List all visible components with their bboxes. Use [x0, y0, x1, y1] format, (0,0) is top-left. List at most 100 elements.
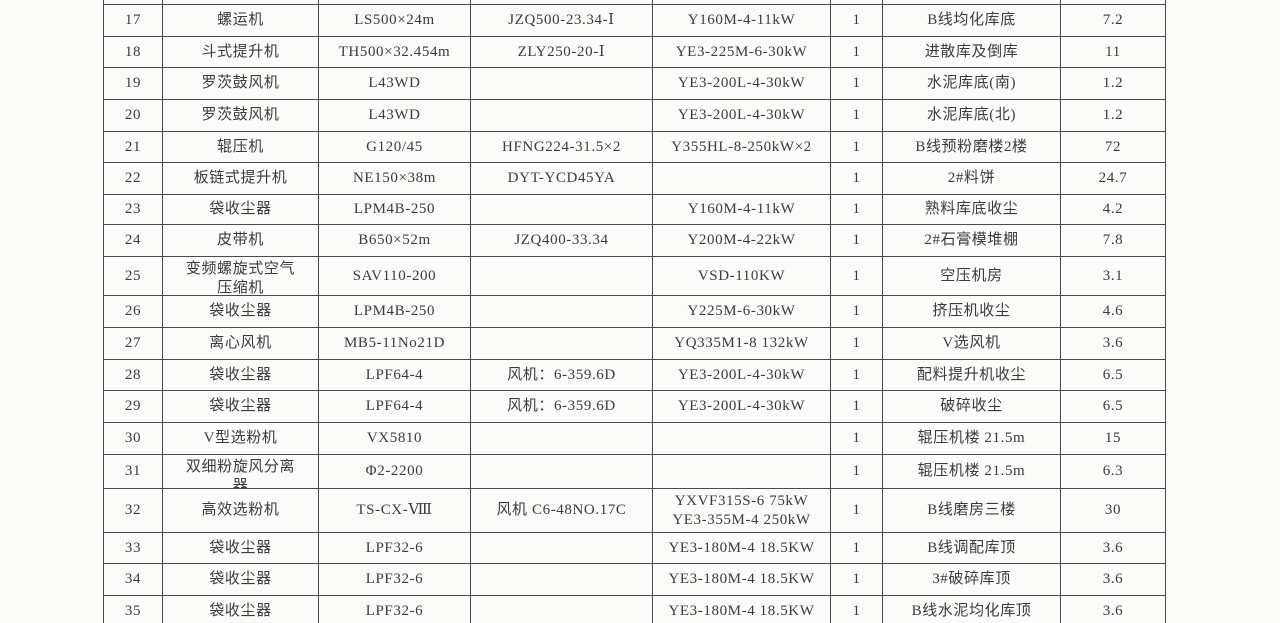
cell-motor: YQ335M1-8 132kW: [652, 327, 831, 360]
cell-text: Y355HL-8-250kW×2: [671, 138, 812, 155]
cell-qty: 1: [830, 327, 883, 360]
cell-location: 熟料库底收尘: [882, 194, 1061, 225]
cell-text: 空压机房: [940, 267, 1003, 284]
cell-name: 袋收尘器: [162, 390, 319, 423]
cell-reducer: HFNG224-31.5×2: [470, 131, 653, 163]
cell-power: 1.2: [1060, 67, 1166, 100]
table-row: 23 袋收尘器 LPM4B-250 Y160M-4-11kW 1 熟料库底收尘 4.2: [103, 194, 1166, 225]
cell-seq: 31: [103, 454, 163, 489]
table-row: 22 板链式提升机 NE150×38m DYT-YCD45YA 1 2#料饼 24.7: [103, 162, 1166, 195]
cell-text: Y160M-4-11kW: [687, 201, 796, 217]
cell-text: 袋收尘器: [209, 539, 272, 556]
cell-name: 袋收尘器: [162, 295, 319, 328]
cell-model: TH500×32.454m: [318, 36, 471, 68]
cell-reducer: JZQ500-23.34-Ⅰ: [470, 4, 653, 37]
cell-reducer: 风机：6-359.6D: [470, 359, 653, 391]
cell-text: 1.2: [1102, 107, 1124, 123]
cell-text: V选风机: [942, 335, 1001, 351]
table-row: 24 皮带机 B650×52m JZQ400-33.34 Y200M-4-22kW 1 2#…: [103, 224, 1166, 257]
cell-text: B线预粉磨楼2楼: [915, 138, 1028, 155]
cell-seq: 30: [103, 422, 163, 455]
cell-text: 袋收尘器: [209, 201, 272, 217]
cell-text: 1: [852, 603, 861, 619]
cell-text: YE3-225M-6-30kW: [675, 43, 808, 60]
cell-model: MB5-11No21D: [318, 327, 471, 360]
cell-text: 2#料饼: [947, 170, 996, 186]
cell-text: ZLY250-20-Ⅰ: [517, 43, 606, 60]
cell-text: YE3-180M-4 18.5KW: [668, 603, 815, 619]
cell-qty: 1: [830, 224, 883, 257]
cell-motor: Y355HL-8-250kW×2: [652, 131, 831, 163]
cell-model: Φ2-2200: [318, 454, 471, 489]
cell-text: 1: [852, 170, 861, 186]
cell-text: 1: [852, 107, 861, 123]
cell-text: LS500×24m: [354, 12, 435, 28]
table-row: 34 袋收尘器 LPF32-6 YE3-180M-4 18.5KW 1 3#破碎库顶 3.6: [103, 563, 1166, 596]
cell-qty: 1: [830, 390, 883, 423]
cell-power: 15: [1060, 422, 1166, 455]
cell-power: 30: [1060, 488, 1166, 533]
cell-model: LPF64-4: [318, 390, 471, 423]
cell-text: 1: [852, 502, 861, 518]
cell-motor: YXVF315S-6 75kW YE3-355M-4 250kW: [652, 488, 831, 533]
table-row: 35 袋收尘器 LPF32-6 YE3-180M-4 18.5KW 1 B线水泥均化库顶 3…: [103, 595, 1166, 623]
cell-location: 挤压机收尘: [882, 295, 1061, 328]
cell-text: YE3-200L-4-30kW: [677, 75, 806, 91]
cell-name: 板链式提升机: [162, 162, 319, 195]
cell-motor: [652, 454, 831, 489]
cell-text: B线磨房三楼: [927, 502, 1016, 518]
cell-text: 11: [1105, 43, 1121, 60]
cell-motor: YE3-200L-4-30kW: [652, 359, 831, 391]
cell-text: 袋收尘器: [209, 603, 272, 619]
cell-location: B线水泥均化库顶: [882, 595, 1061, 623]
cell-text: 袋收尘器: [209, 303, 272, 319]
cell-location: 2#石膏模堆棚: [882, 224, 1061, 257]
cell-text: 1: [852, 571, 861, 587]
cell-motor: YE3-180M-4 18.5KW: [652, 595, 831, 623]
cell-name: 螺运机: [162, 4, 319, 37]
cell-qty: 1: [830, 422, 883, 455]
cell-text: 4.2: [1102, 201, 1124, 217]
cell-location: B线调配库顶: [882, 532, 1061, 564]
cell-qty: 1: [830, 256, 883, 296]
cell-reducer: ZLY250-20-Ⅰ: [470, 36, 653, 68]
equipment-table: 17 螺运机 LS500×24m JZQ500-23.34-Ⅰ Y160M-4-11kW…: [103, 0, 1166, 623]
cell-text: 螺运机: [217, 12, 264, 28]
cell-power: 3.6: [1060, 563, 1166, 596]
cell-power: 11: [1060, 36, 1166, 68]
cell-text: L43WD: [368, 107, 421, 123]
cell-text: VX5810: [366, 430, 423, 446]
cell-reducer: 风机：6-359.6D: [470, 390, 653, 423]
cell-qty: 1: [830, 488, 883, 533]
cell-seq: 18: [103, 36, 163, 68]
cell-text: 4.6: [1102, 303, 1124, 319]
cell-name: 袋收尘器: [162, 595, 319, 623]
cell-text: 1: [852, 539, 861, 556]
cell-seq: 33: [103, 532, 163, 564]
cell-location: B线磨房三楼: [882, 488, 1061, 533]
cell-text: G120/45: [366, 138, 423, 155]
cell-text: 板链式提升机: [193, 170, 288, 186]
cell-text: 1: [852, 303, 861, 319]
cell-seq: 20: [103, 99, 163, 132]
cell-power: 3.6: [1060, 595, 1166, 623]
cell-text: 6.3: [1102, 463, 1124, 479]
cell-model: LPF32-6: [318, 595, 471, 623]
cell-text: Y200M-4-22kW: [687, 232, 796, 248]
cell-text: 1.2: [1102, 75, 1124, 91]
cell-motor: YE3-180M-4 18.5KW: [652, 532, 831, 564]
cell-text: LPF64-4: [365, 366, 424, 383]
cell-model: SAV110-200: [318, 256, 471, 296]
cell-name: 袋收尘器: [162, 532, 319, 564]
table-row: 33 袋收尘器 LPF32-6 YE3-180M-4 18.5KW 1 B线调配库顶 3.6: [103, 532, 1166, 564]
cell-power: 6.5: [1060, 390, 1166, 423]
cell-motor: YE3-200L-4-30kW: [652, 390, 831, 423]
cell-reducer: [470, 454, 653, 489]
cell-text: 袋收尘器: [209, 571, 272, 587]
cell-text: LPF32-6: [365, 571, 424, 587]
cell-name: 离心风机: [162, 327, 319, 360]
cell-seq: 26: [103, 295, 163, 328]
cell-text: DYT-YCD45YA: [507, 170, 616, 186]
cell-reducer: [470, 563, 653, 596]
cell-text: LPF32-6: [365, 603, 424, 619]
